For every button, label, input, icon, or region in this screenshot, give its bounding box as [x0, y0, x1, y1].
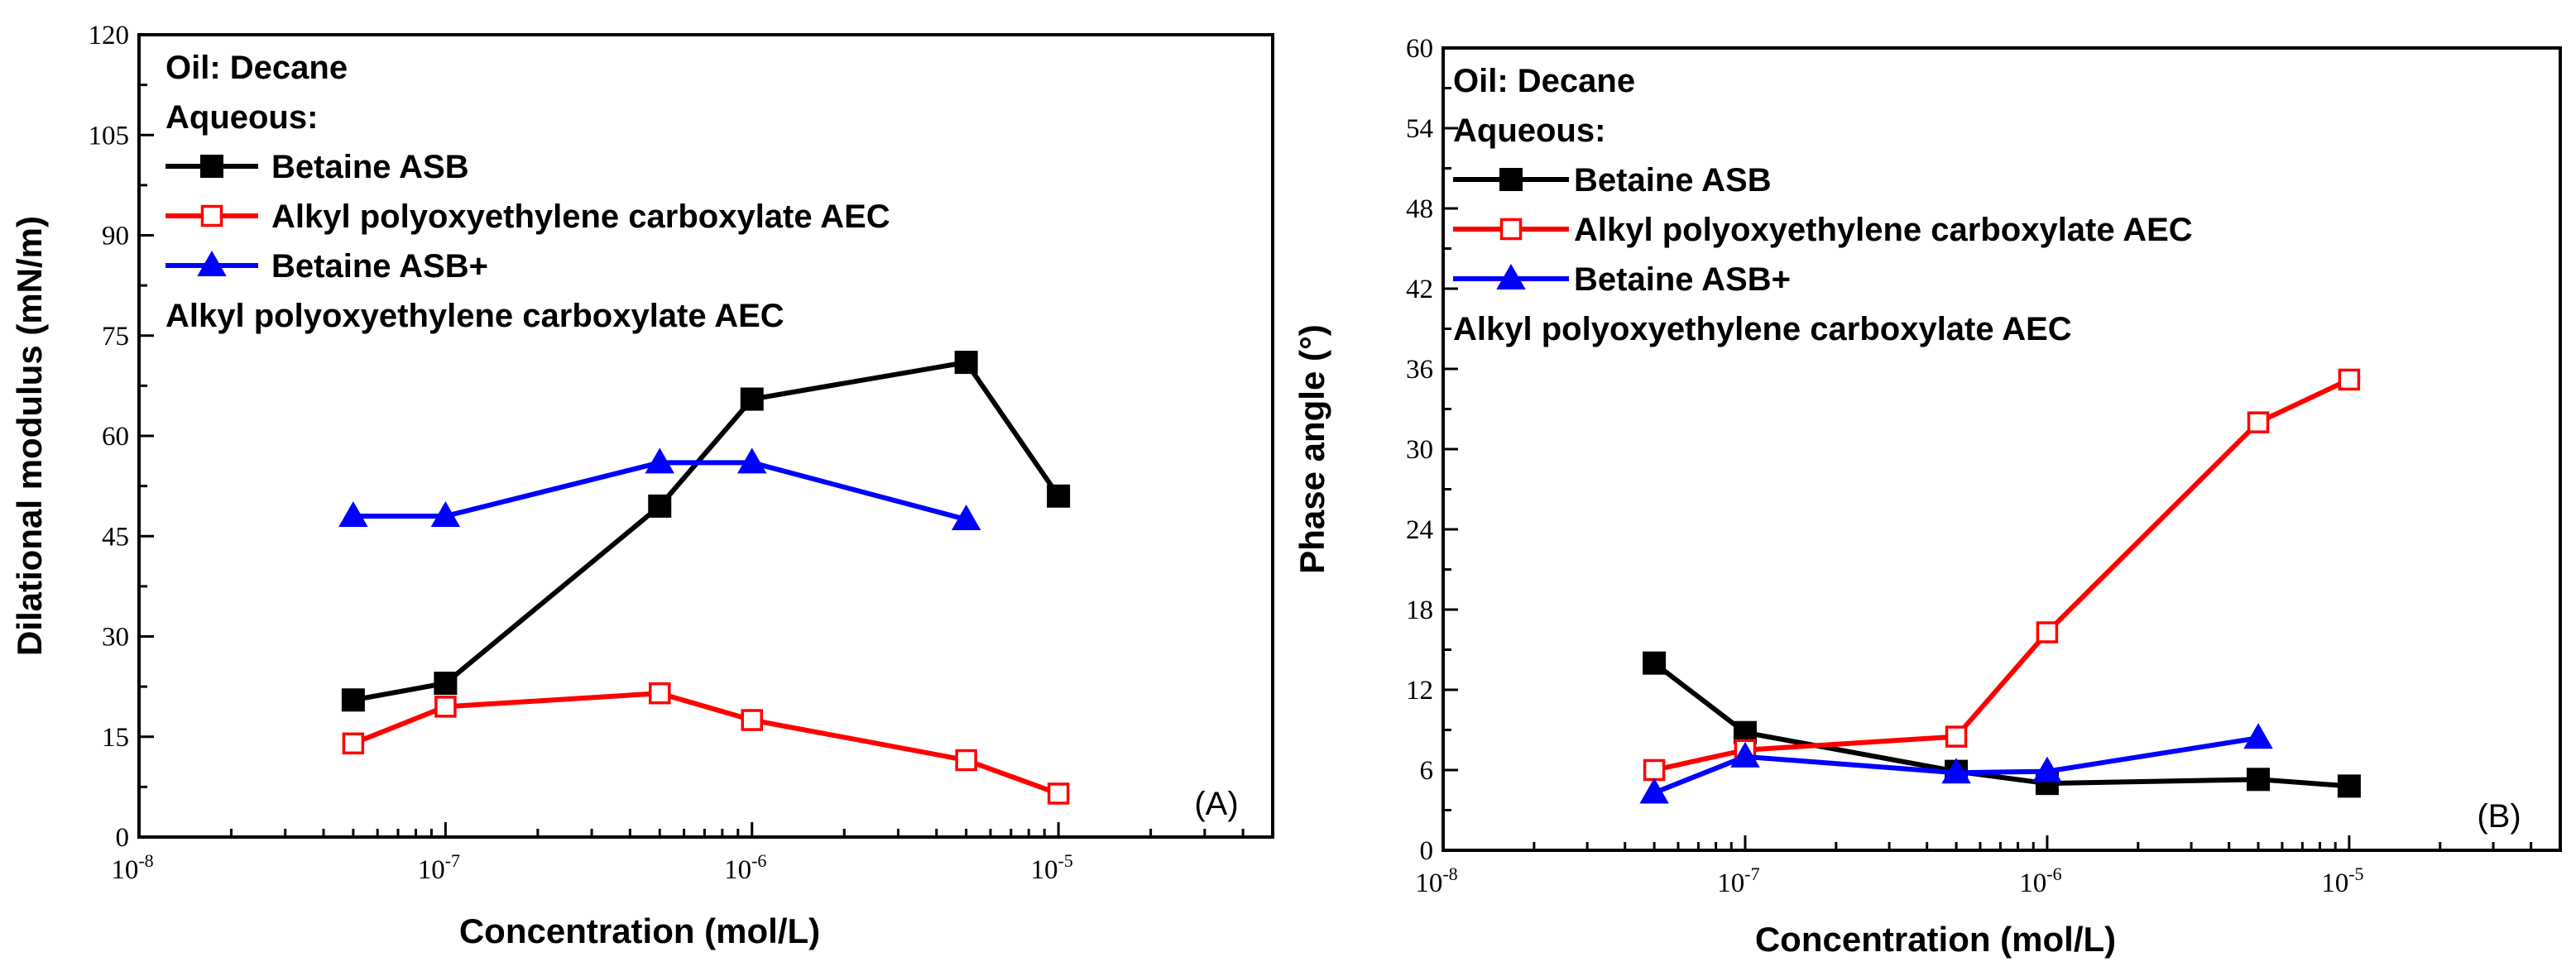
data-point — [740, 387, 764, 411]
data-point — [955, 749, 977, 772]
legend-oil-label: Oil: Decane — [165, 50, 348, 86]
data-point — [1639, 777, 1669, 804]
y-tick-label: 45 — [102, 522, 129, 552]
data-point — [954, 351, 978, 375]
series-line — [1653, 661, 2350, 789]
x-tick-label: 10-6 — [724, 850, 766, 885]
data-point — [341, 688, 365, 712]
data-point — [200, 204, 223, 227]
data-point — [2247, 768, 2271, 792]
series-0 — [1643, 651, 2361, 798]
data-point — [1499, 218, 1523, 241]
data-point — [645, 447, 674, 474]
legend-aqueous-label: Aqueous: — [1453, 112, 1605, 149]
data-point — [1496, 263, 1526, 289]
legend-extra-line: Alkyl polyoxyethylene carboxylate AEC — [1453, 311, 2072, 347]
data-point — [1643, 651, 1667, 675]
data-point — [1945, 725, 1968, 748]
series-line — [353, 360, 1061, 703]
legend: Oil: Decane Aqueous: Betaine ASB Alkyl poly… — [1453, 63, 2193, 347]
y-tick-label: 0 — [116, 823, 130, 853]
legend-entry-label: Betaine ASB+ — [1574, 261, 1791, 298]
y-tick-label: 6 — [1420, 756, 1434, 786]
data-point — [1047, 484, 1071, 508]
legend-aqueous-label: Aqueous: — [165, 99, 318, 136]
y-tick-label: 30 — [102, 623, 129, 653]
series-0 — [341, 351, 1071, 712]
data-point — [1047, 782, 1070, 805]
legend-entry-label: Alkyl polyoxyethylene carboxylate AEC — [271, 199, 890, 235]
x-tick-label: 10-5 — [2321, 864, 2363, 898]
series-1 — [342, 682, 1070, 805]
data-point — [951, 505, 981, 531]
data-point — [1730, 741, 1760, 768]
legend-extra-line: Alkyl polyoxyethylene carboxylate AEC — [165, 298, 784, 334]
x-tick-label: 10-8 — [1415, 864, 1457, 898]
legend-entry-label: Betaine ASB — [1574, 162, 1772, 199]
y-tick-label: 15 — [102, 723, 129, 753]
data-point — [2036, 621, 2059, 643]
y-tick-label: 18 — [1406, 596, 1433, 625]
y-tick-label: 75 — [102, 322, 129, 352]
y-tick-label: 24 — [1406, 515, 1433, 545]
data-point — [648, 494, 672, 518]
y-axis-title: Dilational modulus (mN/m) — [10, 216, 49, 656]
panel-b: 0 6 12 18 24 30 36 42 48 54 60 10-8 10-7 10-6 10-5 Phas… — [1293, 34, 2562, 959]
data-point — [2032, 756, 2062, 782]
data-point — [2337, 774, 2361, 798]
data-point — [737, 447, 767, 474]
x-tick-label: 10-6 — [2019, 864, 2061, 898]
data-point — [2338, 368, 2361, 391]
y-tick-label: 60 — [102, 422, 129, 452]
x-tick-label: 10-5 — [1030, 850, 1072, 885]
y-tick-label: 48 — [1406, 194, 1433, 224]
data-point — [200, 155, 223, 178]
y-tick-label: 105 — [89, 121, 130, 151]
x-axis-title: Concentration (mol/L) — [459, 911, 820, 950]
legend-oil-label: Oil: Decane — [1453, 63, 1635, 99]
y-tick-label: 90 — [102, 222, 129, 251]
legend-entry-label: Betaine ASB+ — [271, 248, 488, 285]
data-point — [338, 500, 368, 527]
y-axis-title: Phase angle (°) — [1293, 324, 1331, 574]
data-point — [1499, 168, 1523, 191]
y-tick-label: 42 — [1406, 275, 1433, 304]
legend-entry-label: Betaine ASB — [271, 149, 469, 185]
series-2 — [1639, 723, 2273, 804]
panel-label: (B) — [2477, 798, 2521, 835]
data-point — [430, 500, 461, 527]
panel-a: 0 15 30 45 60 75 90 105 120 10-8 10-7 10-6 10-5 Dilat… — [10, 21, 1274, 950]
legend-entry-label: Alkyl polyoxyethylene carboxylate AEC — [1574, 212, 2193, 248]
data-point — [1643, 758, 1666, 782]
x-tick-label: 10-7 — [418, 850, 460, 885]
data-point — [2247, 411, 2270, 433]
series-line — [352, 691, 1060, 797]
y-tick-label: 12 — [1406, 676, 1433, 706]
y-tick-label: 60 — [1406, 34, 1433, 64]
x-axis-title: Concentration (mol/L) — [1755, 920, 2116, 959]
data-point — [434, 696, 457, 718]
data-point — [741, 709, 763, 731]
y-tick-label: 30 — [1406, 435, 1433, 465]
data-point — [2243, 723, 2273, 749]
y-tick-label: 36 — [1406, 355, 1433, 385]
data-point — [649, 682, 671, 705]
y-tick-label: 54 — [1406, 114, 1433, 144]
data-point — [197, 250, 227, 276]
data-point — [342, 732, 365, 755]
panel-label: (A) — [1194, 786, 1238, 822]
x-tick-label: 10-7 — [1717, 864, 1759, 898]
series-line — [1653, 377, 2351, 773]
data-point — [434, 672, 458, 696]
series-2 — [338, 447, 981, 531]
y-tick-label: 120 — [89, 21, 130, 50]
series-1 — [1643, 368, 2361, 782]
x-tick-label: 10-8 — [111, 850, 153, 885]
legend: Oil: Decane Aqueous: Betaine ASB Alkyl poly… — [165, 50, 890, 334]
data-point — [1941, 758, 1971, 784]
y-tick-label: 0 — [1420, 836, 1434, 866]
